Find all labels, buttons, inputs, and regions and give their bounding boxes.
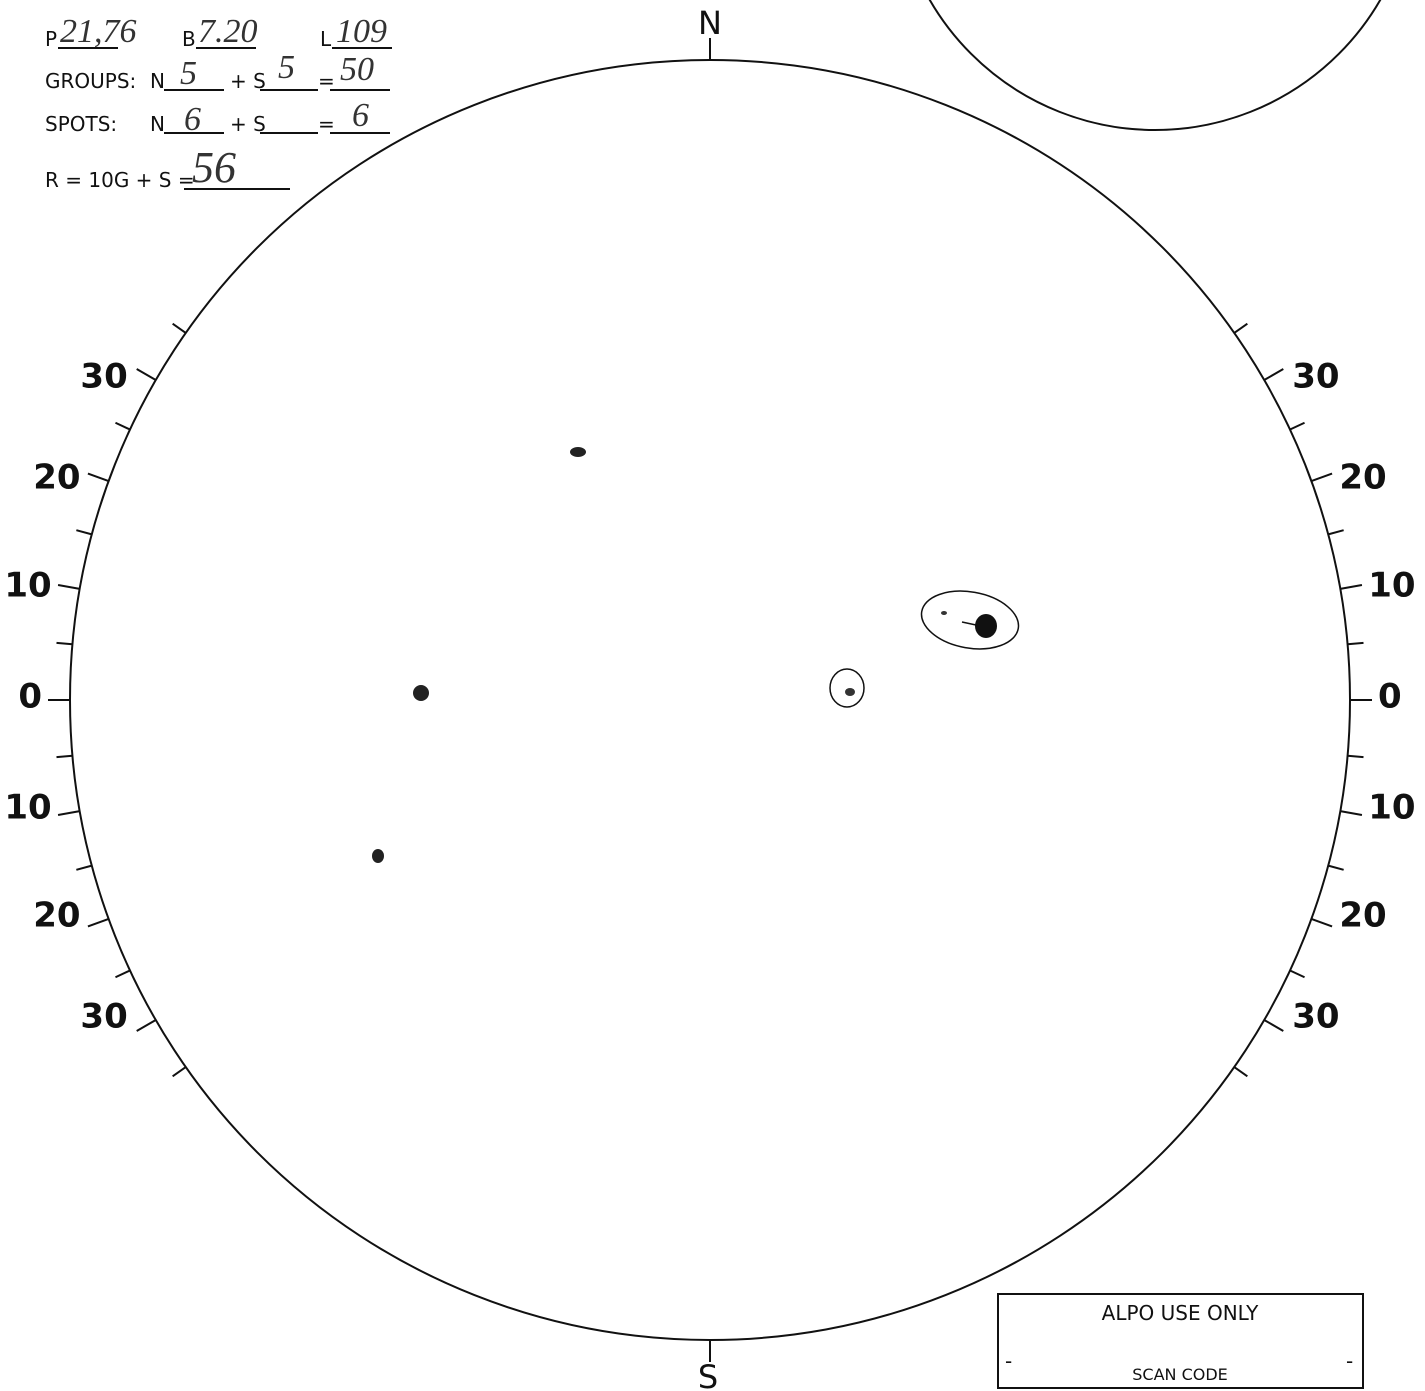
latitude-label: 0 xyxy=(1378,677,1402,717)
limb-tick xyxy=(1347,754,1364,759)
solar-disk xyxy=(69,59,1351,1341)
l-label: L xyxy=(320,27,332,51)
b-value: 7.20 xyxy=(198,13,258,50)
limb-tick xyxy=(115,969,131,979)
r-label: R = 10G + S = xyxy=(45,168,195,192)
limb-tick xyxy=(1340,584,1363,590)
dash: - xyxy=(1346,1349,1353,1373)
latitude-label: 10 xyxy=(4,565,51,605)
spots-n: 6 xyxy=(184,101,201,138)
groups-n: 5 xyxy=(180,55,197,92)
dash: - xyxy=(1005,1349,1012,1373)
limb-tick xyxy=(115,421,131,431)
latitude-label: 20 xyxy=(1339,895,1386,935)
latitude-label: 10 xyxy=(1368,565,1415,605)
groups-label: GROUPS: xyxy=(45,69,136,93)
limb-tick xyxy=(56,641,73,646)
n-label: N xyxy=(150,112,165,136)
equals: = xyxy=(318,112,335,136)
sunspot xyxy=(941,611,947,615)
sunspot xyxy=(372,849,384,863)
limb-tick xyxy=(76,864,93,871)
groups-total: 50 xyxy=(340,51,374,88)
latitude-label: 30 xyxy=(80,997,127,1037)
latitude-label: 10 xyxy=(1368,788,1415,828)
s-label: + S xyxy=(230,69,266,93)
limb-tick xyxy=(57,584,80,590)
sunspot xyxy=(845,688,855,696)
latitude-label: 30 xyxy=(1292,997,1339,1037)
groups-s: 5 xyxy=(278,49,295,86)
spots-label: SPOTS: xyxy=(45,112,117,136)
sunspot xyxy=(975,614,997,638)
limb-tick xyxy=(1347,641,1364,646)
p-label: P xyxy=(45,27,57,51)
scan-code: SCAN CODE xyxy=(1132,1365,1228,1384)
alpo-box xyxy=(997,1293,1364,1389)
latitude-label: 20 xyxy=(1339,458,1386,498)
limb-tick xyxy=(87,472,109,483)
equals: = xyxy=(318,69,335,93)
latitude-label: 30 xyxy=(1292,357,1339,397)
limb-tick xyxy=(1311,472,1333,483)
limb-tick xyxy=(1289,969,1305,979)
latitude-label: 10 xyxy=(4,788,51,828)
limb-tick xyxy=(136,368,157,381)
group-outline xyxy=(829,668,865,708)
p-value: 21,76 xyxy=(60,13,137,50)
spots-total: 6 xyxy=(352,97,369,134)
limb-tick xyxy=(57,810,80,816)
north-label: N xyxy=(698,4,722,42)
south-label: S xyxy=(698,1358,718,1391)
n-label: N xyxy=(150,69,165,93)
penumbra-line xyxy=(961,621,977,626)
limb-tick xyxy=(87,917,109,928)
limb-tick xyxy=(172,1066,187,1078)
sunspot xyxy=(570,447,586,457)
inset-circle xyxy=(928,0,1382,131)
alpo-title: ALPO USE ONLY xyxy=(1102,1301,1260,1325)
limb-tick xyxy=(1263,1019,1284,1032)
limb-tick xyxy=(1311,917,1333,928)
limb-tick xyxy=(136,1019,157,1032)
s-label: + S xyxy=(230,112,266,136)
limb-tick xyxy=(1233,1066,1248,1078)
limb-tick xyxy=(76,529,93,536)
limb-tick xyxy=(1327,529,1344,536)
limb-tick xyxy=(1289,421,1305,431)
group-outline xyxy=(920,590,1020,650)
limb-tick xyxy=(1327,864,1344,871)
latitude-label: 30 xyxy=(80,357,127,397)
latitude-label: 20 xyxy=(33,895,80,935)
l-value: 109 xyxy=(336,13,387,50)
limb-tick xyxy=(1233,322,1248,334)
limb-tick xyxy=(56,754,73,759)
b-label: B xyxy=(182,27,196,51)
sunspot xyxy=(413,685,429,701)
r-value: 56 xyxy=(192,143,236,192)
limb-tick xyxy=(1340,810,1363,816)
limb-tick xyxy=(172,322,187,334)
latitude-label: 20 xyxy=(33,458,80,498)
limb-tick xyxy=(1263,368,1284,381)
latitude-label: 0 xyxy=(18,677,42,717)
